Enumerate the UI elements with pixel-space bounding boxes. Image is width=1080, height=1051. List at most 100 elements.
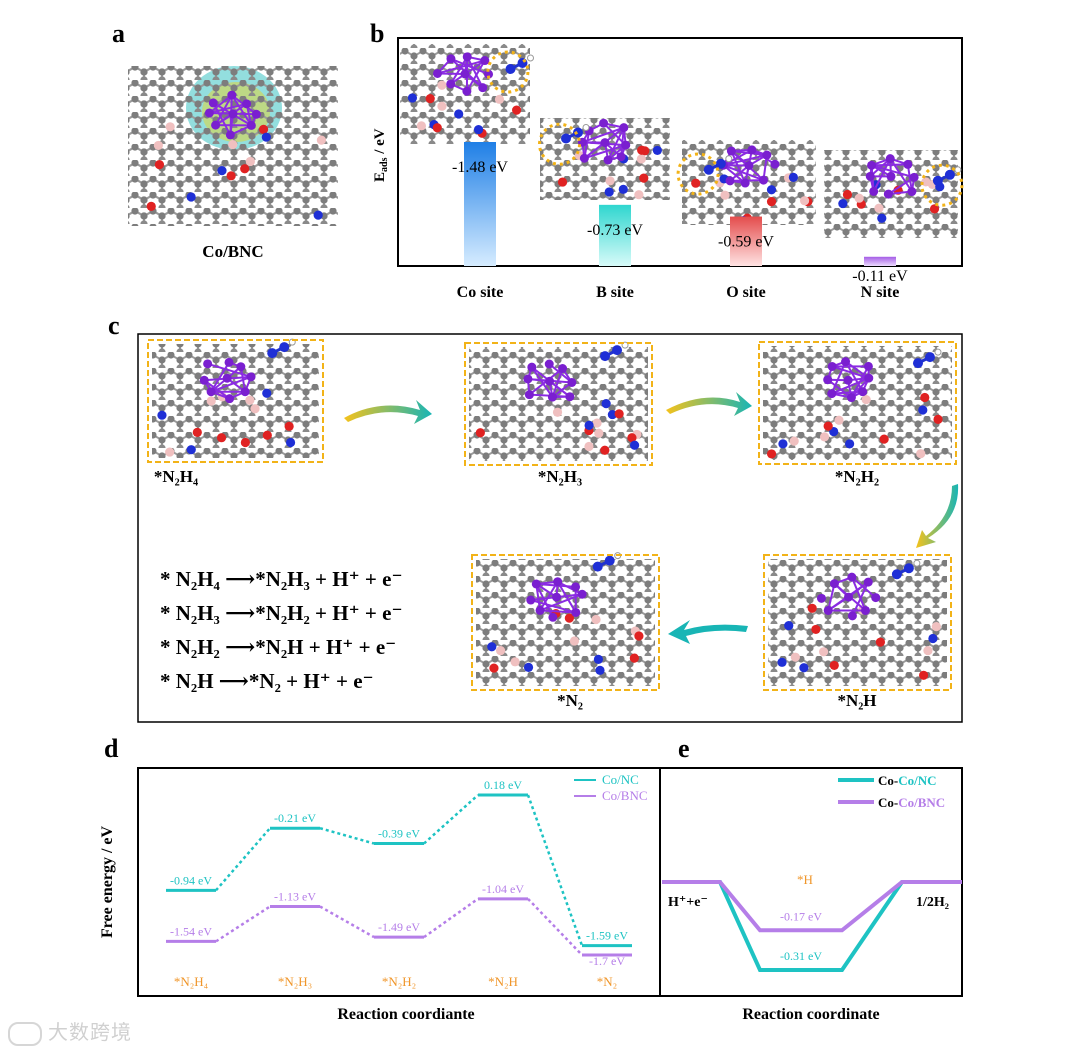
dopant-atom	[766, 197, 777, 207]
dopant-atom	[636, 154, 646, 164]
dopant-atom	[416, 121, 427, 131]
dopant-atom	[262, 388, 272, 398]
dopant-atom	[153, 140, 164, 151]
dopant-atom	[584, 441, 594, 452]
co-atom	[827, 361, 837, 371]
h-atom	[725, 155, 733, 163]
state-label: *N₂H₂	[835, 467, 879, 486]
dopant-atom	[652, 145, 662, 156]
co-atom	[478, 83, 488, 93]
dopant-atom	[407, 93, 418, 103]
dopant-atom	[594, 428, 604, 438]
dopant-atom	[766, 185, 777, 195]
co-atom	[616, 152, 626, 162]
transition-connector	[319, 826, 375, 845]
co-atom	[770, 159, 780, 169]
energy-path	[662, 880, 962, 933]
n-atom	[924, 352, 935, 363]
x-category-label: *N₂H	[488, 974, 518, 989]
dopant-atom	[916, 449, 926, 459]
bar-n-site	[864, 256, 896, 266]
dopant-atom	[425, 94, 435, 104]
bar-value-label: -0.11 eV	[852, 268, 908, 285]
intermediate-label: *H	[797, 872, 813, 887]
co-atom	[240, 387, 250, 397]
co-atom	[886, 171, 896, 181]
state-3: *N₂H₂	[758, 341, 957, 486]
dopant-atom	[933, 414, 943, 424]
dopant-atom	[634, 190, 644, 200]
co-atom	[871, 593, 881, 603]
co-atom	[599, 118, 609, 128]
arrow-3-icon	[916, 484, 959, 548]
energy-value-label: -1.54 eV	[170, 924, 212, 938]
state-label: *N₂	[557, 691, 583, 710]
dopant-atom	[605, 176, 615, 186]
co-atom	[864, 373, 874, 383]
state-5: *N₂	[471, 552, 660, 710]
dopant-atom	[829, 660, 839, 671]
dopant-atom	[473, 124, 484, 135]
dopant-atom	[879, 434, 889, 444]
dopant-atom	[261, 132, 271, 142]
energy-value-label: -0.94 eV	[170, 873, 212, 887]
co-atom	[816, 593, 826, 603]
dopant-atom	[877, 213, 887, 223]
n-atom	[600, 351, 611, 362]
x-category-label: *N₂H₂	[382, 974, 416, 989]
energy-value-label: -0.31 eV	[780, 949, 822, 963]
co-atom	[823, 605, 833, 615]
transition-connector	[526, 794, 584, 947]
dopant-atom	[777, 657, 787, 667]
n-atom	[612, 345, 623, 356]
panel-label-a: a	[112, 19, 125, 48]
co-atom	[251, 109, 261, 119]
co-atom	[544, 359, 554, 369]
n-atom	[592, 561, 603, 572]
dopant-atom	[799, 196, 810, 206]
dopant-atom	[510, 657, 520, 667]
panel-c-frame	[137, 333, 963, 723]
dopant-atom	[240, 437, 250, 448]
dopant-atom	[639, 173, 649, 183]
dopant-atom	[918, 405, 928, 415]
state-frame	[464, 342, 653, 466]
bar-co-site	[464, 142, 496, 266]
co-atom	[523, 374, 533, 384]
co-atom	[242, 99, 252, 109]
dopant-atom	[494, 94, 505, 104]
dopant-atom	[593, 654, 604, 664]
dopant-atom	[584, 420, 594, 430]
co-atom	[740, 178, 750, 188]
panel-label-e: e	[678, 734, 690, 763]
h-atom	[913, 559, 921, 567]
dopant-atom	[629, 440, 640, 450]
dopant-atom	[931, 622, 941, 632]
co-atom	[206, 387, 216, 397]
state-4: *N₂H	[763, 554, 952, 710]
dopant-atom	[854, 193, 864, 203]
co-atom	[553, 577, 563, 587]
co-atom	[847, 572, 857, 582]
atomic-structure	[152, 338, 319, 458]
co-atom	[552, 592, 562, 602]
n-atom	[912, 358, 923, 369]
energy-value-label: -1.49 eV	[378, 920, 420, 934]
dopant-atom	[557, 177, 568, 187]
co-atom	[865, 171, 875, 181]
co-atom	[227, 90, 237, 100]
co-atom	[571, 582, 581, 592]
dopant-atom	[838, 198, 848, 209]
transition-connector	[527, 897, 583, 956]
dopant-atom	[834, 415, 844, 425]
co-atom	[907, 187, 917, 197]
dopant-atom	[919, 670, 929, 680]
state-1: *N₂H₄	[147, 338, 324, 486]
atomic-structure	[763, 346, 952, 460]
reaction-equation: * N₂H₂ ⟶*N₂H + H⁺ + e⁻	[160, 635, 396, 659]
co-atom	[869, 186, 879, 196]
co-atom	[460, 69, 470, 79]
caption-co-bnc: Co/BNC	[202, 242, 263, 261]
co-atom	[246, 120, 256, 130]
h-atom	[582, 124, 590, 131]
